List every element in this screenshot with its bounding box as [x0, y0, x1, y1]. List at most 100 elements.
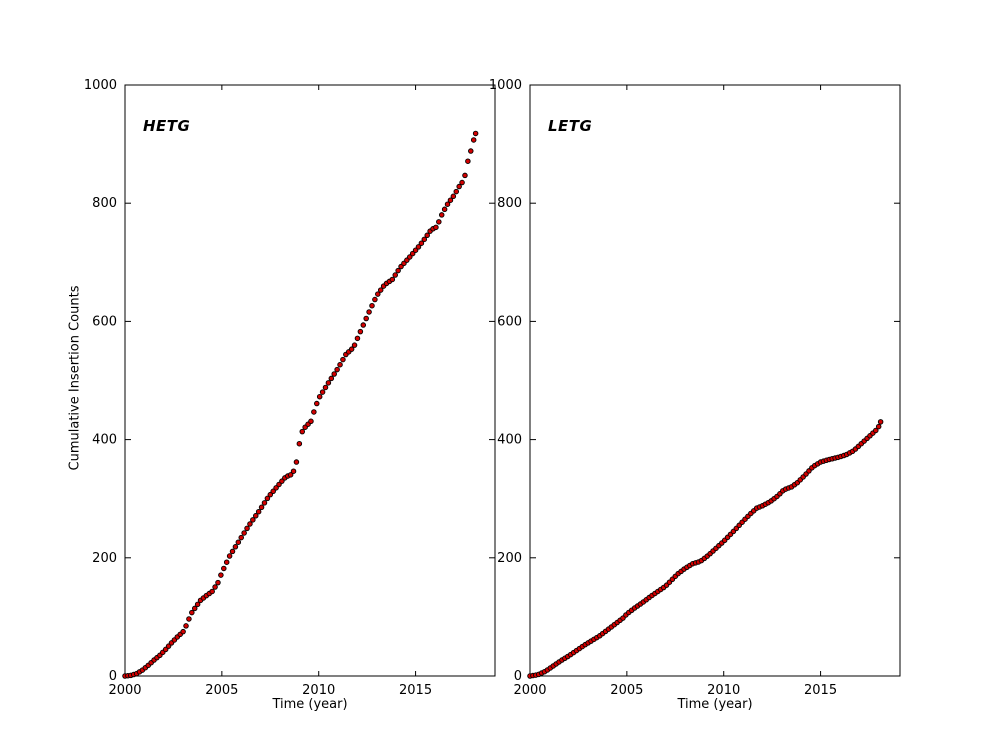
data-point [468, 148, 474, 154]
x-tick-label: 2000 [108, 683, 141, 698]
data-point [348, 346, 355, 352]
data-point [372, 296, 378, 303]
data-point [264, 495, 271, 502]
panel-title-hetg: HETG [143, 117, 191, 135]
data-point [183, 623, 189, 629]
data-point [424, 232, 430, 239]
panel-title-letg: LETG [548, 117, 593, 135]
data-point [395, 267, 401, 274]
y-tick-label: 200 [92, 551, 117, 566]
data-point [334, 366, 340, 373]
axes-frame [529, 84, 901, 677]
data-point [351, 342, 358, 348]
data-point [250, 517, 256, 523]
data-point [450, 193, 457, 200]
data-point [209, 588, 215, 595]
data-point [877, 419, 884, 425]
data-point [377, 287, 384, 293]
data-point [194, 601, 201, 608]
data-point [441, 206, 448, 213]
data-point [409, 250, 416, 257]
data-point [314, 400, 320, 407]
data-point [369, 302, 375, 309]
letg-series [527, 419, 884, 679]
y-tick-label: 1000 [84, 78, 117, 93]
data-point [229, 548, 236, 555]
data-point [293, 459, 300, 465]
hetg-series [122, 130, 479, 679]
data-point [276, 481, 282, 488]
data-point [218, 572, 224, 578]
data-point [465, 158, 471, 164]
data-point [444, 201, 451, 207]
x-tick-label: 2005 [610, 683, 643, 698]
y-tick-label: 200 [497, 551, 522, 566]
data-point [238, 534, 244, 541]
y-tick-label: 800 [497, 196, 522, 211]
x-tick-label: 2010 [707, 683, 740, 698]
data-point [255, 508, 262, 515]
data-point [407, 254, 413, 260]
data-point [470, 137, 477, 143]
x-tick-label: 2015 [399, 683, 432, 698]
data-point [322, 384, 329, 391]
data-point [191, 605, 198, 612]
x-tick-label: 2000 [513, 683, 546, 698]
data-point [189, 609, 195, 616]
y-axis-label: Cumulative Insertion Counts [67, 285, 83, 471]
x-tick-label: 2015 [804, 683, 837, 698]
data-point [241, 530, 247, 536]
data-point [433, 224, 439, 231]
data-point [447, 197, 454, 203]
data-point [456, 183, 462, 190]
data-point [415, 244, 422, 250]
letg-plot: 2000 2005 2010 2015 0 200 400 600 800 1000 [489, 78, 901, 698]
data-point [453, 188, 460, 195]
axes-frame [124, 84, 496, 677]
y-tick-label: 600 [497, 314, 522, 329]
y-tick-label: 800 [92, 196, 117, 211]
data-point [472, 130, 479, 137]
data-point [366, 309, 372, 315]
data-point [311, 409, 317, 415]
y-tick-label: 600 [92, 314, 117, 329]
data-point [273, 485, 279, 491]
data-point [875, 423, 882, 430]
y-tick-label: 400 [92, 433, 117, 448]
data-point [421, 236, 428, 243]
data-point [412, 247, 419, 253]
data-point [223, 559, 230, 565]
data-point [331, 371, 337, 377]
data-point [375, 291, 381, 297]
data-point [354, 335, 361, 342]
x-axis-label-left: Time (year) [272, 697, 348, 712]
data-point [337, 361, 343, 368]
data-point [215, 579, 221, 586]
data-point [247, 521, 253, 527]
data-point [462, 172, 468, 179]
data-point [180, 628, 186, 635]
data-point [235, 539, 242, 545]
data-point [319, 389, 326, 395]
data-point [270, 488, 276, 495]
data-point [340, 356, 346, 363]
data-point [253, 513, 259, 519]
y-tick-label: 400 [497, 433, 522, 448]
data-point [296, 440, 303, 447]
data-point [392, 272, 398, 278]
data-point [316, 393, 323, 400]
data-point [258, 504, 265, 511]
data-point [325, 380, 332, 386]
data-point [360, 322, 367, 328]
data-point [389, 276, 396, 283]
data-point [418, 240, 425, 246]
data-point [308, 418, 314, 425]
data-point [299, 428, 306, 435]
data-point [212, 584, 218, 590]
data-point [459, 179, 465, 186]
hetg-plot: 2000 2005 2010 2015 0 200 400 600 800 1000 [84, 78, 496, 698]
y-tick-label: 0 [109, 669, 117, 684]
data-point [436, 219, 442, 225]
